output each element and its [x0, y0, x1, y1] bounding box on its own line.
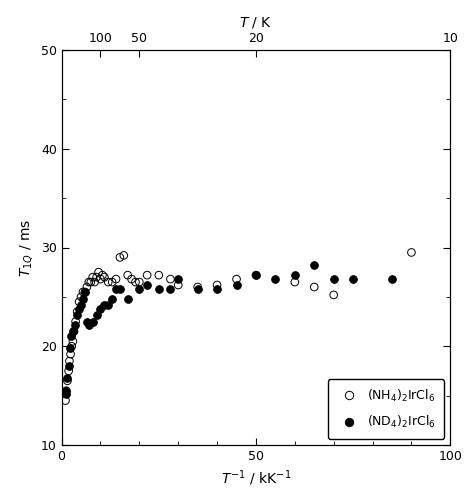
Point — [109, 295, 116, 303]
Point — [233, 275, 240, 283]
Point — [252, 271, 260, 279]
Point — [155, 285, 163, 293]
Legend: (NH$_4$)$_2$IrCl$_6$, (ND$_4$)$_2$IrCl$_6$: (NH$_4$)$_2$IrCl$_6$, (ND$_4$)$_2$IrCl$_… — [328, 379, 444, 439]
Point — [62, 396, 69, 404]
Point — [100, 301, 108, 309]
Point — [85, 278, 92, 286]
Point — [83, 283, 91, 291]
Point — [174, 281, 182, 289]
Point — [99, 271, 106, 279]
Point — [97, 304, 104, 312]
Point — [136, 285, 143, 293]
Point — [89, 273, 97, 281]
Point — [73, 310, 81, 318]
Point — [62, 390, 69, 398]
Point — [112, 275, 120, 283]
Point — [155, 271, 163, 279]
Point — [65, 362, 73, 370]
Point — [116, 254, 124, 262]
Point — [128, 275, 136, 283]
Point — [66, 344, 74, 352]
Point — [72, 318, 80, 326]
Point — [77, 301, 85, 309]
Point — [75, 304, 83, 312]
Y-axis label: $T_{1Q}$ / ms: $T_{1Q}$ / ms — [18, 218, 35, 276]
Point — [310, 262, 318, 270]
Point — [68, 342, 75, 350]
Point — [73, 308, 81, 316]
Point — [83, 318, 91, 326]
Point — [72, 320, 79, 328]
Point — [109, 278, 116, 286]
Point — [70, 328, 78, 336]
Point — [272, 275, 279, 283]
Point — [63, 386, 70, 394]
Point — [124, 295, 131, 303]
Point — [89, 318, 97, 326]
Point — [69, 338, 77, 345]
Point — [87, 278, 94, 286]
Point — [120, 252, 128, 260]
Point — [330, 275, 337, 283]
Point — [132, 278, 139, 286]
Point — [75, 298, 83, 306]
Point — [167, 275, 174, 283]
Point — [213, 281, 221, 289]
Point — [349, 275, 357, 283]
Point — [388, 275, 396, 283]
Point — [104, 278, 112, 286]
Point — [330, 291, 337, 299]
Point — [233, 281, 240, 289]
Point — [116, 285, 124, 293]
Point — [97, 275, 104, 283]
Point — [67, 350, 74, 358]
Point — [81, 288, 89, 296]
Point — [408, 248, 415, 256]
Point — [65, 367, 73, 375]
Point — [143, 271, 151, 279]
Point — [79, 295, 87, 303]
Point — [63, 386, 70, 394]
Point — [194, 285, 201, 293]
Point — [252, 271, 260, 279]
Point — [167, 285, 174, 293]
Point — [174, 275, 182, 283]
Point — [64, 377, 71, 385]
Point — [81, 288, 89, 296]
Point — [91, 278, 99, 286]
Point — [85, 320, 92, 328]
Point — [79, 288, 87, 296]
Point — [93, 310, 100, 318]
Point — [64, 374, 71, 382]
Point — [77, 293, 85, 301]
Point — [100, 273, 108, 281]
Point — [291, 278, 299, 286]
Point — [136, 278, 143, 286]
Point — [104, 301, 112, 309]
Point — [291, 271, 299, 279]
Point — [143, 281, 151, 289]
Point — [194, 283, 201, 291]
Point — [93, 273, 100, 281]
Point — [65, 357, 73, 365]
Point — [310, 283, 318, 291]
Point — [67, 332, 75, 340]
Point — [213, 285, 221, 293]
Point — [95, 268, 102, 276]
Point — [112, 285, 120, 293]
Point — [124, 271, 131, 279]
Point — [70, 328, 77, 336]
X-axis label: $T$ / K: $T$ / K — [239, 15, 273, 30]
X-axis label: $T^{-1}$ / kK$^{-1}$: $T^{-1}$ / kK$^{-1}$ — [221, 468, 291, 488]
